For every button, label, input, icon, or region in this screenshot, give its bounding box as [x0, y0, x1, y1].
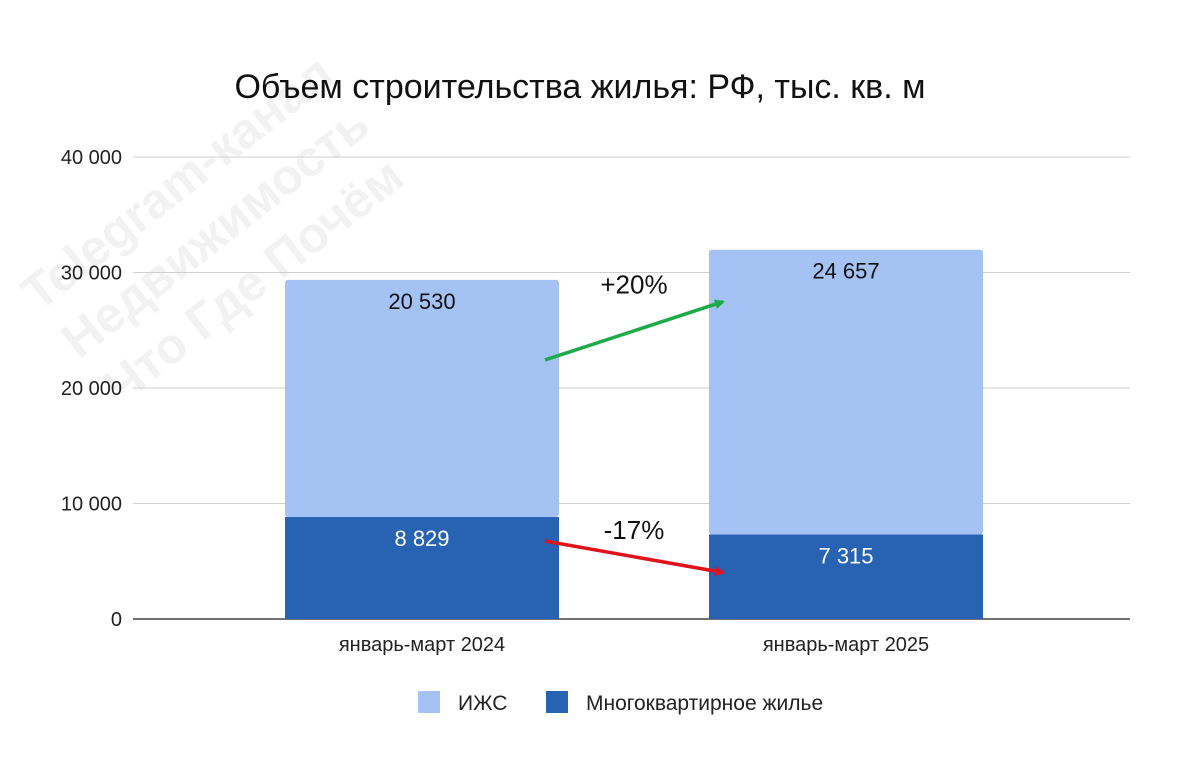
data-label: 20 530	[388, 289, 455, 314]
change-label: -17%	[604, 515, 665, 545]
legend-swatch	[418, 691, 440, 713]
bar-segment	[709, 534, 983, 619]
y-tick-label: 20 000	[61, 378, 122, 400]
change-arrow	[544, 299, 725, 362]
x-axis: январь-март 2024 январь-март 2025	[339, 634, 929, 656]
legend-swatch	[546, 691, 568, 713]
data-label: 24 657	[812, 259, 879, 284]
y-tick-label: 40 000	[61, 147, 122, 169]
annotations: +20% -17%	[544, 270, 725, 577]
legend: ИЖС Многоквартирное жилье	[418, 691, 823, 715]
chart-title: Объем строительства жилья: РФ, тыс. кв. …	[234, 68, 925, 106]
bar-segment	[285, 279, 559, 518]
y-tick-label: 10 000	[61, 494, 122, 516]
bar-segment	[285, 517, 559, 619]
y-tick-label: 30 000	[61, 263, 122, 285]
bars	[285, 249, 983, 619]
data-labels: 8 829 20 530 7 315 24 657	[388, 259, 879, 569]
data-label: 8 829	[394, 526, 449, 551]
y-tick-label: 0	[111, 609, 122, 631]
legend-label: Многоквартирное жилье	[586, 692, 823, 715]
x-tick-label: январь-март 2025	[763, 634, 929, 656]
bar-segment	[709, 249, 983, 535]
legend-label: ИЖС	[458, 692, 507, 715]
change-arrow	[544, 539, 725, 577]
data-label: 7 315	[818, 544, 873, 569]
change-label: +20%	[600, 270, 667, 300]
x-tick-label: январь-март 2024	[339, 634, 505, 656]
